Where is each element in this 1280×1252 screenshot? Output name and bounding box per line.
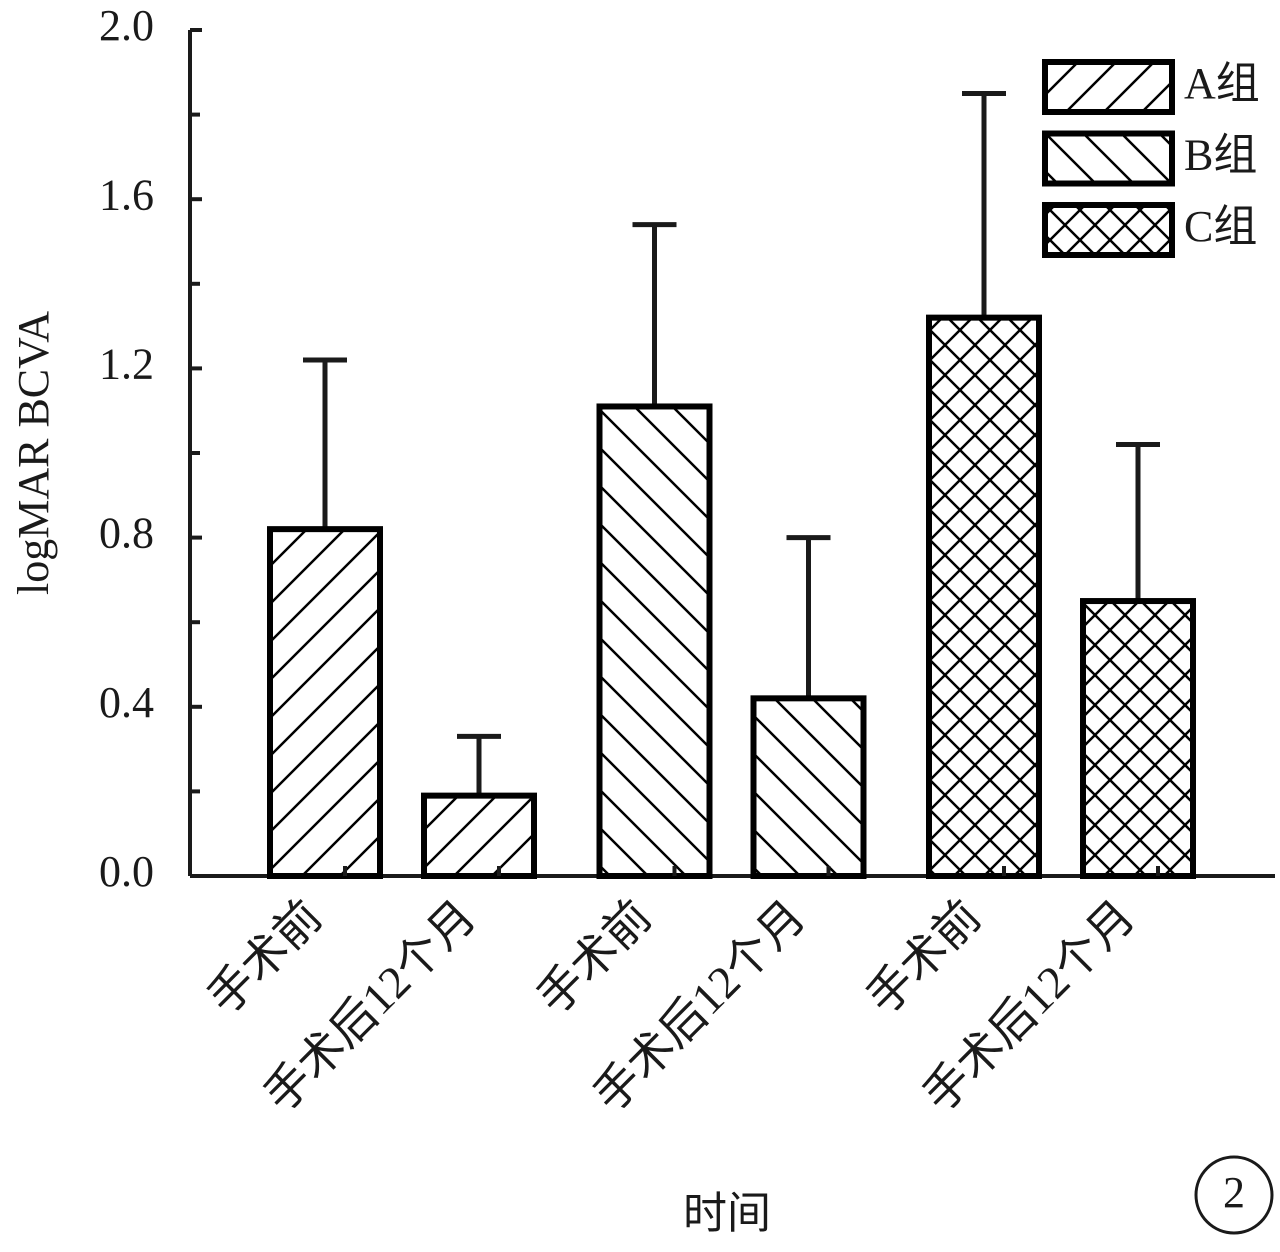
bar bbox=[750, 695, 867, 880]
legend-label: B组 bbox=[1184, 131, 1257, 180]
bar bbox=[267, 526, 383, 879]
x-tick-label: 手术前 bbox=[198, 890, 332, 1024]
bar bbox=[596, 403, 713, 879]
y-tick-label: 0.0 bbox=[99, 847, 154, 896]
x-tick-label: 手术前 bbox=[527, 890, 661, 1024]
legend-swatch bbox=[1042, 59, 1175, 115]
y-tick-label: 0.8 bbox=[99, 509, 154, 558]
bar bbox=[421, 792, 537, 880]
x-tick-label: 手术前 bbox=[857, 890, 991, 1024]
legend-label: A组 bbox=[1184, 59, 1260, 108]
legend-swatch bbox=[1042, 130, 1175, 187]
y-tick-label: 0.4 bbox=[99, 678, 154, 727]
y-tick-label: 1.6 bbox=[99, 170, 154, 219]
annotation: 2 bbox=[1223, 1168, 1245, 1217]
y-tick-label: 1.2 bbox=[99, 339, 154, 388]
y-axis-label: logMAR BCVA bbox=[9, 311, 58, 595]
x-axis-label: 时间 bbox=[683, 1189, 771, 1238]
y-tick-label: 2.0 bbox=[99, 1, 154, 50]
legend-swatch bbox=[1042, 202, 1175, 258]
legend-label: C组 bbox=[1184, 202, 1257, 251]
annotation-circle bbox=[1194, 1155, 1274, 1235]
bar bbox=[1080, 598, 1196, 879]
bar bbox=[926, 314, 1042, 879]
